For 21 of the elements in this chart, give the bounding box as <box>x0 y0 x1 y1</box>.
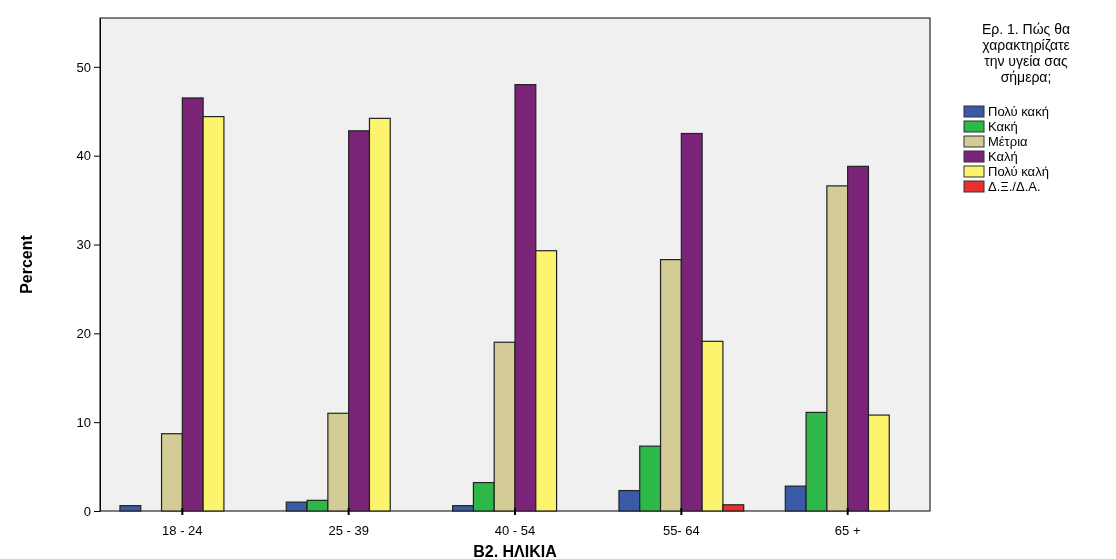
x-axis-title: B2. ΗΛΙΚΙΑ <box>473 543 558 559</box>
y-axis-title: Percent <box>18 234 35 294</box>
y-tick-label: 10 <box>76 414 91 430</box>
legend-label: Πολύ κακή <box>988 104 1049 119</box>
bar <box>119 505 142 512</box>
x-tick-label: 40 - 54 <box>494 523 536 539</box>
legend-title: Ερ. 1. Πώς θα χαρακτηρίζατε την υγεία σας σήμερα; <box>981 21 1071 85</box>
legend-label: Καλή <box>988 149 1018 164</box>
legend-label: Δ.Ξ./Δ.Α. <box>988 179 1041 194</box>
y-tick-label: 20 <box>76 326 91 341</box>
legend-label: Κακή <box>988 119 1018 134</box>
y-tick-label: 30 <box>76 237 91 253</box>
x-tick-label: 25 - 39 <box>328 523 369 539</box>
y-tick-label: 40 <box>76 148 91 164</box>
legend-label: Πολύ καλή <box>988 164 1049 179</box>
y-tick-label: 0 <box>83 503 91 519</box>
legend-label: Μέτρια <box>988 134 1029 149</box>
x-tick-label: 18 - 24 <box>162 523 203 539</box>
y-tick-label: 50 <box>76 59 91 75</box>
x-tick-label: 55- 64 <box>662 523 700 539</box>
x-tick-label: 65 + <box>834 523 861 539</box>
